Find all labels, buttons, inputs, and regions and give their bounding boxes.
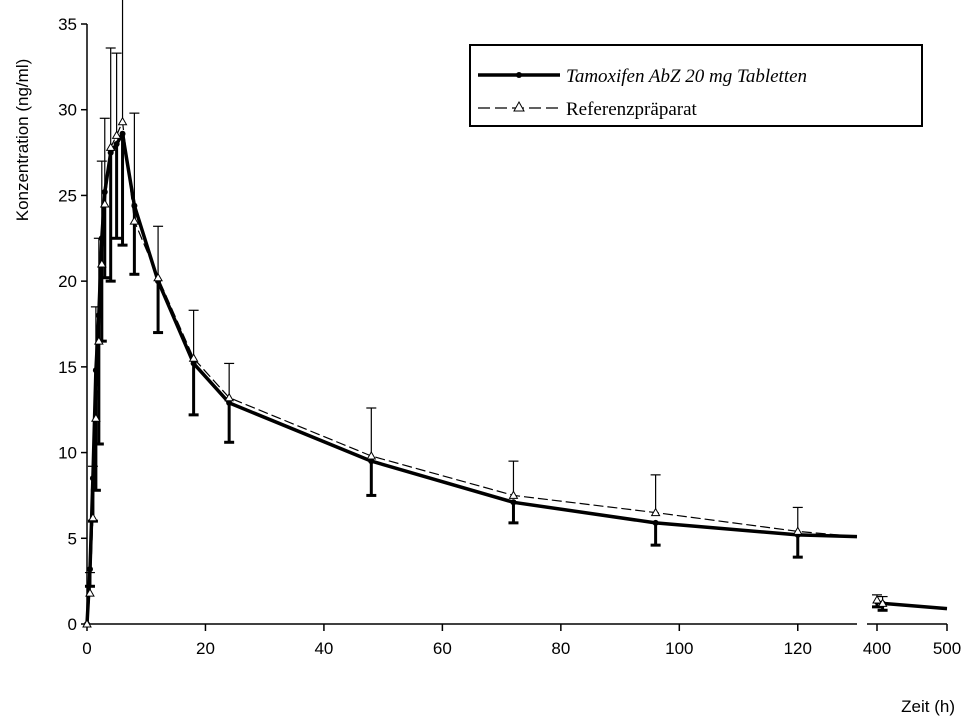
data-point (105, 142, 116, 151)
y-tick-label: 15 (58, 358, 77, 377)
data-point (508, 490, 519, 499)
data-point (99, 198, 110, 208)
y-axis-label: Konzentration (ng/ml) (13, 59, 32, 222)
x-tick-label: 60 (433, 639, 452, 658)
y-tick-label: 5 (68, 529, 77, 548)
legend: Tamoxifen AbZ 20 mg Tabletten Referenzpr… (469, 44, 923, 127)
data-point (224, 392, 235, 402)
x-tick-label: 500 (933, 639, 961, 658)
data-point (88, 512, 98, 522)
data-point (153, 272, 163, 282)
data-point (93, 336, 104, 345)
data-point (190, 360, 197, 367)
y-tick-label: 30 (58, 101, 77, 120)
x-tick-label: 0 (82, 639, 91, 658)
series-layer (82, 0, 948, 628)
data-point (85, 588, 95, 597)
x-tick-label: 20 (196, 639, 215, 658)
x-axis-label: Zeit (h) (901, 697, 955, 716)
data-point (652, 519, 659, 526)
data-point (877, 598, 888, 607)
data-point (188, 353, 199, 362)
data-point (792, 526, 803, 535)
y-tick-label: 35 (58, 15, 77, 34)
data-point (226, 399, 233, 406)
y-tick-label: 10 (58, 444, 77, 463)
data-point (113, 141, 120, 147)
data-point (368, 458, 375, 465)
x-tick-label: 120 (784, 639, 812, 658)
data-point (117, 116, 128, 126)
data-point (366, 450, 377, 460)
data-point (129, 216, 140, 225)
x-tick-label: 80 (551, 639, 570, 658)
legend-marker-1 (516, 72, 522, 78)
series-1 (84, 130, 948, 627)
legend-label-2: Referenzpräparat (566, 99, 698, 120)
axes: 0 5 10 15 20 25 30 35 0 20 40 60 80 100 120 400 500 (58, 15, 961, 658)
data-point (872, 594, 882, 604)
y-tick-label: 20 (58, 272, 77, 291)
y-tick-label: 25 (58, 186, 77, 205)
data-point (510, 499, 517, 506)
y-tick-label: 0 (68, 615, 77, 634)
data-point (107, 149, 114, 156)
data-point (111, 130, 122, 139)
legend-box (469, 44, 923, 127)
data-point (82, 618, 92, 628)
x-tick-label: 100 (665, 639, 693, 658)
data-point (86, 566, 93, 573)
data-point (650, 507, 661, 517)
data-point (91, 413, 101, 422)
legend-marker-2 (513, 100, 525, 112)
series-2 (82, 0, 948, 628)
legend-label-1: Tamoxifen AbZ 20 mg Tabletten (566, 66, 807, 87)
x-tick-label: 40 (314, 639, 333, 658)
x-tick-label: 400 (863, 639, 891, 658)
series-line-main (85, 131, 858, 625)
data-point (96, 258, 107, 268)
